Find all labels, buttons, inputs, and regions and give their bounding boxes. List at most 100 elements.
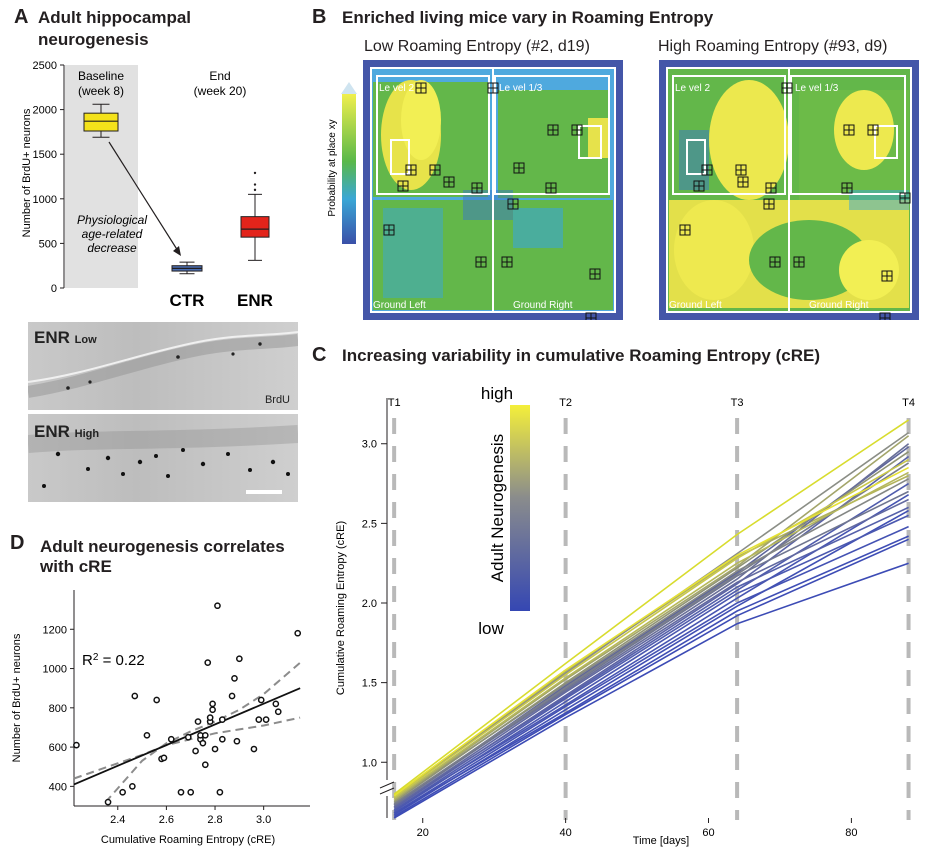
neurogenesis-colorbar [510,405,530,611]
label-level13-high: Le vel 1/3 [795,83,839,94]
scatter-point [262,716,270,723]
baseline-label-line2: (week 8) [78,84,124,98]
annotation-line2: age-related [82,227,143,241]
timepoint-label: T4 [902,397,915,409]
category-ctr: CTR [170,291,205,310]
scatter-point [177,788,185,796]
series-line [393,419,910,795]
series-line [393,535,909,814]
outlier-point [253,183,257,186]
colorbar-label: Probability at place xy [327,119,338,216]
y-tick-label: 1.5 [362,678,377,690]
annotation-line3: decrease [87,241,137,255]
y-tick-label: 3.0 [362,439,377,451]
label-level2-high: Le vel 2 [675,83,710,94]
timepoint-label: T2 [559,397,572,409]
heatmap-low: Le vel 2 Le vel 1/3 Ground Left Ground R… [363,60,623,324]
y-tick-label: 0 [51,283,57,295]
label-level13-low: Le vel 1/3 [499,83,543,94]
scatter-point [233,737,241,745]
timepoint-lines: T1 T2 T3 T4 [388,397,915,820]
micrograph-low-title: ENR [34,328,70,347]
box [240,216,270,238]
arrow-head-icon [173,246,181,256]
scatter-point [209,706,216,714]
x-tick-label: 2.4 [110,814,125,826]
y-tick-label: 1.0 [362,757,377,769]
scatter-point [104,798,112,806]
outlier-point [253,171,257,175]
y-tick-label: 400 [49,781,67,793]
scatter-point [199,739,207,747]
y-tick-label: 1000 [43,664,67,676]
legend-title: Adult Neurogenesis [488,434,507,582]
scatter-chart: 400 600 800 1000 1200 2.4 2.6 2.8 3.0 R2 = 0.22… [11,590,310,846]
x-tick-label: 3.0 [256,814,271,826]
legend-high: high [481,384,513,403]
y-tick-label: 1000 [33,194,57,206]
x-axis-ticks: 2.4 2.6 2.8 3.0 [110,806,271,826]
scatter-point [274,708,282,716]
y-tick-label: 2.5 [362,518,377,530]
x-tick-label: 40 [559,827,571,839]
y-tick-label: 2.0 [362,598,377,610]
scatter-point [129,783,136,790]
y-tick-label: 2000 [33,105,57,117]
panel-a-title-line1: Adult hippocampal [38,8,191,27]
label-ground-left-high: Ground Left [669,300,722,311]
panel-b-letter: B [312,6,327,28]
scatter-point [143,731,151,739]
micrograph-high-title: ENR [34,422,70,441]
y-tick-label: 800 [49,703,67,715]
scatter-point [228,692,236,700]
x-axis-ticks: 20 40 60 80 [417,818,858,839]
confidence-line [104,661,301,803]
x-tick-label: 80 [845,827,857,839]
scatter-point [192,747,199,755]
scatter-point [209,700,216,708]
label-ground-right-low: Ground Right [513,300,573,311]
baseline-label-line1: Baseline [78,69,124,83]
feeder-markers [679,82,911,324]
dentate-gyrus-high [28,425,298,494]
panel-c-letter: C [312,344,327,366]
series-line [393,466,909,797]
series-line [393,459,909,798]
end-label-line2: (week 20) [194,84,247,98]
y-axis-ticks: 0 500 1000 1500 2000 2500 [33,60,64,295]
timepoint-label: T1 [388,397,401,409]
scatter-point [187,788,195,796]
micrograph-enr-high: ENR High [28,414,298,502]
scatter-point [131,692,139,700]
box [83,112,119,132]
series-lines [393,419,910,819]
scatter-point [194,718,202,725]
scatter-point [231,675,238,682]
scatter-point [214,602,221,610]
x-tick-label: 2.6 [159,814,174,826]
panel-d-title-line1: Adult neurogenesis correlates [40,537,285,556]
y-axis-label: Cumulative Roaming Entropy (cRE) [335,521,347,695]
scatter-point [272,700,280,708]
panel-d-title-line2: with cRE [40,557,112,576]
series-line [393,538,909,818]
decrease-arrow [108,141,179,252]
baseline-shade [65,65,138,288]
x-tick-label: 60 [702,827,714,839]
x-axis-label: Cumulative Roaming Entropy (cRE) [101,834,275,846]
heatmap-low-title: Low Roaming Entropy (#2, d19) [364,38,590,55]
scatter-point [204,659,212,667]
series-line [393,482,910,811]
timepoint-label: T3 [731,397,744,409]
y-tick-label: 500 [39,238,57,250]
label-level2-low: Le vel 2 [379,83,414,94]
line-chart: T1 T2 T3 T4 1.0 1.5 2.0 2.5 3.0 20 40 60 80 Cumula… [335,384,915,847]
scatter-point [160,754,168,762]
scatter-point [201,731,209,739]
scatter-point [206,714,214,721]
series-line [393,509,909,816]
dentate-gyrus-low [28,331,298,398]
y-axis-ticks: 1.0 1.5 2.0 2.5 3.0 [362,439,387,769]
scatter-point [119,788,126,796]
heatmap-high: Le vel 2 Le vel 1/3 Ground Left Ground R… [659,60,919,324]
